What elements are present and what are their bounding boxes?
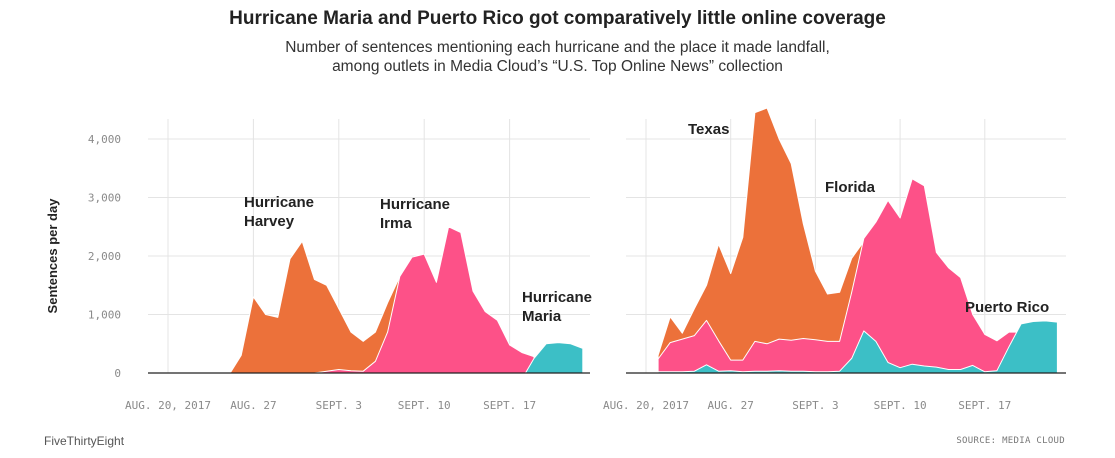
x-tick-label: SEPT. 3 (792, 399, 838, 412)
series-label: Maria (522, 308, 562, 325)
area-florida (657, 178, 1022, 374)
y-tick-label: 1,000 (88, 309, 121, 322)
x-tick-label: SEPT. 10 (874, 399, 927, 412)
x-tick-label: SEPT. 17 (958, 399, 1011, 412)
y-tick-label: 3,000 (88, 192, 121, 205)
brand-label: FiveThirtyEight (44, 434, 125, 448)
series-label: Hurricane (522, 289, 592, 306)
series-label: Irma (380, 215, 412, 232)
x-tick-label: AUG. 20, 2017 (603, 399, 689, 412)
chart-subtitle: Number of sentences mentioning each hurr… (0, 38, 1115, 76)
y-tick-label: 4,000 (88, 133, 121, 146)
y-tick-label: 0 (114, 367, 121, 380)
series-label: Hurricane (244, 194, 314, 211)
series-label: Texas (688, 121, 729, 138)
x-tick-label: SEPT. 17 (483, 399, 536, 412)
x-tick-label: SEPT. 10 (398, 399, 451, 412)
x-tick-label: AUG. 20, 2017 (125, 399, 211, 412)
x-tick-label: SEPT. 3 (316, 399, 362, 412)
subtitle-line-1: Number of sentences mentioning each hurr… (285, 39, 830, 56)
area-hurricane-irma (313, 226, 535, 374)
x-tick-label: AUG. 27 (230, 399, 276, 412)
y-tick-label: 2,000 (88, 250, 121, 263)
area-hurricane-maria (525, 342, 584, 374)
y-axis-title: Sentences per day (45, 198, 60, 314)
x-tick-label: AUG. 27 (708, 399, 754, 412)
series-label: Puerto Rico (965, 299, 1049, 316)
chart-title: Hurricane Maria and Puerto Rico got comp… (229, 8, 886, 29)
series-label: Hurricane (380, 196, 450, 213)
area-puerto-rico (657, 320, 1058, 374)
series-label: Harvey (244, 213, 295, 230)
series-label: Florida (825, 179, 876, 196)
source-label: SOURCE: MEDIA CLOUD (956, 436, 1065, 446)
subtitle-line-2: among outlets in Media Cloud’s “U.S. Top… (332, 58, 783, 75)
